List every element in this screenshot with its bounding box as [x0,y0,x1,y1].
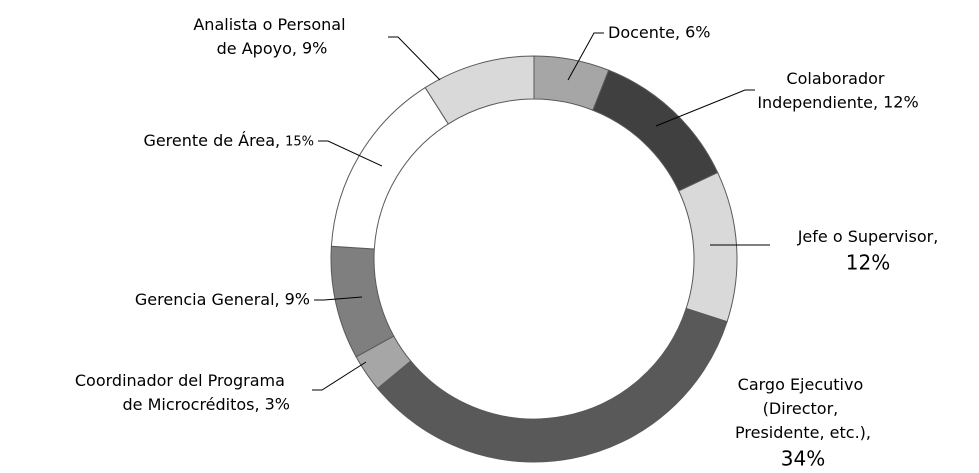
category-label: Colaborador Independiente, [757,69,889,112]
donut-segment [424,55,535,125]
donut-segment [592,69,719,192]
value-label: 6% [685,23,710,42]
value-label: 9% [302,39,327,58]
category-label: Analista o Personal de Apoyo, [193,15,350,58]
value-label: 9% [285,290,310,309]
value-label: 15% [285,135,314,150]
donut-segment [678,171,738,323]
leader-line [312,361,367,391]
leader-line [567,32,604,81]
donut-segment [330,86,449,250]
category-label: Cargo Ejecutivo (Director, Presidente, e… [735,375,871,442]
value-label: 12% [883,93,919,112]
value-label: 12% [846,251,890,275]
leader-line [318,140,383,167]
value-label: 34% [781,447,825,471]
category-label: Gerente de Área, [143,131,280,150]
donut-segment [376,307,728,463]
leader-line [388,36,441,81]
category-label: Jefe o Supervisor, [797,227,939,246]
category-label: Docente, [608,23,680,42]
leader-line [314,296,363,301]
leader-line [655,89,755,127]
category-label: Coordinador del Programa de Microcrédito… [75,371,290,414]
value-label: 3% [265,395,290,414]
category-label: Gerencia General, [135,290,280,309]
donut-segment [330,245,395,358]
